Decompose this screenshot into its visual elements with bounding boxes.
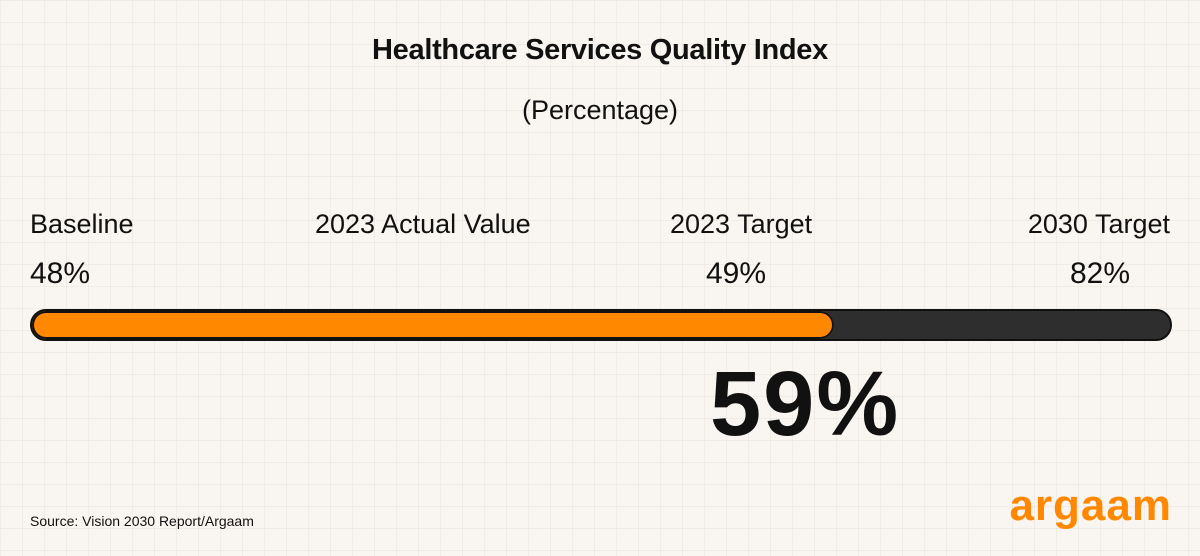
chart-title: Healthcare Services Quality Index: [372, 34, 828, 66]
progress-track: [30, 309, 1172, 341]
actual-2023-value: 59%: [710, 353, 901, 455]
argaam-logo: argaam: [1009, 481, 1172, 530]
source-note: Source: Vision 2030 Report/Argaam: [30, 513, 254, 529]
progress-fill: [32, 311, 835, 339]
target-2030-label: 2030 Target: [1027, 209, 1170, 239]
chart-subtitle: (Percentage): [521, 95, 679, 125]
baseline-label: Baseline: [30, 209, 134, 239]
baseline-value: 48%: [30, 257, 91, 290]
target-2023-value: 49%: [706, 257, 767, 290]
target-2030-value: 82%: [1070, 257, 1131, 290]
target-2023-label: 2023 Target: [670, 209, 813, 239]
actual-2023-label: 2023 Actual Value: [315, 209, 531, 239]
